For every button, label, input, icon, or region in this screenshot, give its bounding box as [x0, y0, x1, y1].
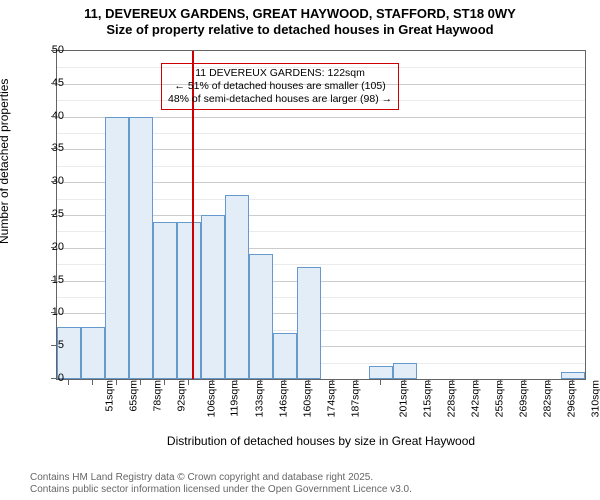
- y-tick-label: 40: [34, 110, 64, 122]
- y-tick-label: 50: [34, 44, 64, 56]
- histogram-bar: [201, 215, 225, 379]
- histogram-bar: [297, 267, 321, 379]
- y-tick-label: 30: [34, 175, 64, 187]
- x-tick-label: 146sqm: [277, 380, 289, 417]
- x-tick-mark: [380, 380, 381, 385]
- chart-title: 11, DEVEREUX GARDENS, GREAT HAYWOOD, STA…: [0, 0, 600, 39]
- y-tick-label: 15: [34, 274, 64, 286]
- x-tick-label: 215sqm: [421, 380, 433, 417]
- histogram-bar: [153, 222, 177, 379]
- x-tick-mark: [452, 380, 453, 385]
- x-ticks: 51sqm 65sqm 78sqm 92sqm 106sqm 119sqm 133sqm 14…: [56, 382, 586, 432]
- x-tick-mark: [476, 380, 477, 385]
- x-tick-mark: [524, 380, 525, 385]
- y-tick-mark: [51, 247, 56, 248]
- x-tick-mark: [356, 380, 357, 385]
- y-tick-mark: [51, 83, 56, 84]
- x-tick-label: 106sqm: [205, 380, 217, 417]
- histogram-bar: [105, 117, 129, 379]
- x-tick-label: 65sqm: [128, 380, 140, 412]
- x-tick-label: 282sqm: [541, 380, 553, 417]
- x-tick-label: 174sqm: [325, 380, 337, 417]
- x-tick-mark: [500, 380, 501, 385]
- title-line-2: Size of property relative to detached ho…: [0, 22, 600, 38]
- histogram-bar: [393, 363, 417, 379]
- y-tick-label: 35: [34, 142, 64, 154]
- x-tick-mark: [236, 380, 237, 385]
- x-tick-label: 242sqm: [469, 380, 481, 417]
- annotation-line: 48% of semi-detached houses are larger (…: [168, 93, 392, 106]
- x-tick-label: 201sqm: [397, 380, 409, 417]
- annotation-box: 11 DEVEREUX GARDENS: 122sqm← 51% of deta…: [161, 63, 399, 110]
- x-tick-label: 51sqm: [104, 380, 116, 412]
- histogram-bar: [249, 254, 273, 379]
- x-tick-label: 92sqm: [176, 380, 188, 412]
- x-tick-mark: [548, 380, 549, 385]
- x-tick-mark: [260, 380, 261, 385]
- x-tick-mark: [284, 380, 285, 385]
- y-axis-label: Number of detached properties: [0, 79, 11, 244]
- histogram-bar: [369, 366, 393, 379]
- y-tick-mark: [51, 116, 56, 117]
- x-tick-mark: [308, 380, 309, 385]
- x-tick-mark: [92, 380, 93, 385]
- x-tick-label: 296sqm: [565, 380, 577, 417]
- x-tick-label: 228sqm: [445, 380, 457, 417]
- x-tick-mark: [428, 380, 429, 385]
- x-tick-mark: [164, 380, 165, 385]
- x-tick-mark: [140, 380, 141, 385]
- y-tick-mark: [51, 50, 56, 51]
- x-tick-label: 160sqm: [301, 380, 313, 417]
- footer-line-2: Contains public sector information licen…: [30, 484, 412, 496]
- histogram-bar: [177, 222, 201, 379]
- x-axis-label: Distribution of detached houses by size …: [56, 434, 586, 448]
- x-tick-mark: [116, 380, 117, 385]
- plot-area: 11 DEVEREUX GARDENS: 122sqm← 51% of deta…: [56, 50, 586, 380]
- y-tick-mark: [51, 214, 56, 215]
- histogram-bar: [81, 327, 105, 379]
- x-tick-label: 310sqm: [589, 380, 600, 417]
- x-tick-label: 269sqm: [517, 380, 529, 417]
- title-line-1: 11, DEVEREUX GARDENS, GREAT HAYWOOD, STA…: [0, 6, 600, 22]
- x-tick-mark: [212, 380, 213, 385]
- histogram-bar: [129, 117, 153, 379]
- x-tick-label: 119sqm: [229, 380, 241, 417]
- attribution-footer: Contains HM Land Registry data © Crown c…: [30, 472, 412, 496]
- histogram-bar: [561, 372, 585, 379]
- x-tick-label: 78sqm: [152, 380, 164, 412]
- y-tick-label: 20: [34, 241, 64, 253]
- footer-line-1: Contains HM Land Registry data © Crown c…: [30, 472, 412, 484]
- x-tick-mark: [68, 380, 69, 385]
- histogram-bar: [273, 333, 297, 379]
- chart-container: Number of detached properties 11 DEVEREU…: [0, 44, 600, 444]
- x-tick-mark: [404, 380, 405, 385]
- y-tick-label: 10: [34, 306, 64, 318]
- y-tick-mark: [51, 345, 56, 346]
- histogram-bar: [225, 195, 249, 379]
- x-tick-label: 255sqm: [493, 380, 505, 417]
- y-tick-mark: [51, 280, 56, 281]
- y-tick-mark: [51, 378, 56, 379]
- y-tick-mark: [51, 312, 56, 313]
- y-tick-label: 5: [34, 339, 64, 351]
- annotation-line: ← 51% of detached houses are smaller (10…: [168, 80, 392, 93]
- x-tick-mark: [572, 380, 573, 385]
- annotation-line: 11 DEVEREUX GARDENS: 122sqm: [168, 67, 392, 80]
- y-tick-label: 45: [34, 77, 64, 89]
- x-tick-mark: [188, 380, 189, 385]
- x-tick-label: 187sqm: [349, 380, 361, 417]
- y-tick-mark: [51, 148, 56, 149]
- y-tick-mark: [51, 181, 56, 182]
- x-tick-mark: [332, 380, 333, 385]
- y-tick-label: 25: [34, 208, 64, 220]
- x-tick-label: 133sqm: [253, 380, 265, 417]
